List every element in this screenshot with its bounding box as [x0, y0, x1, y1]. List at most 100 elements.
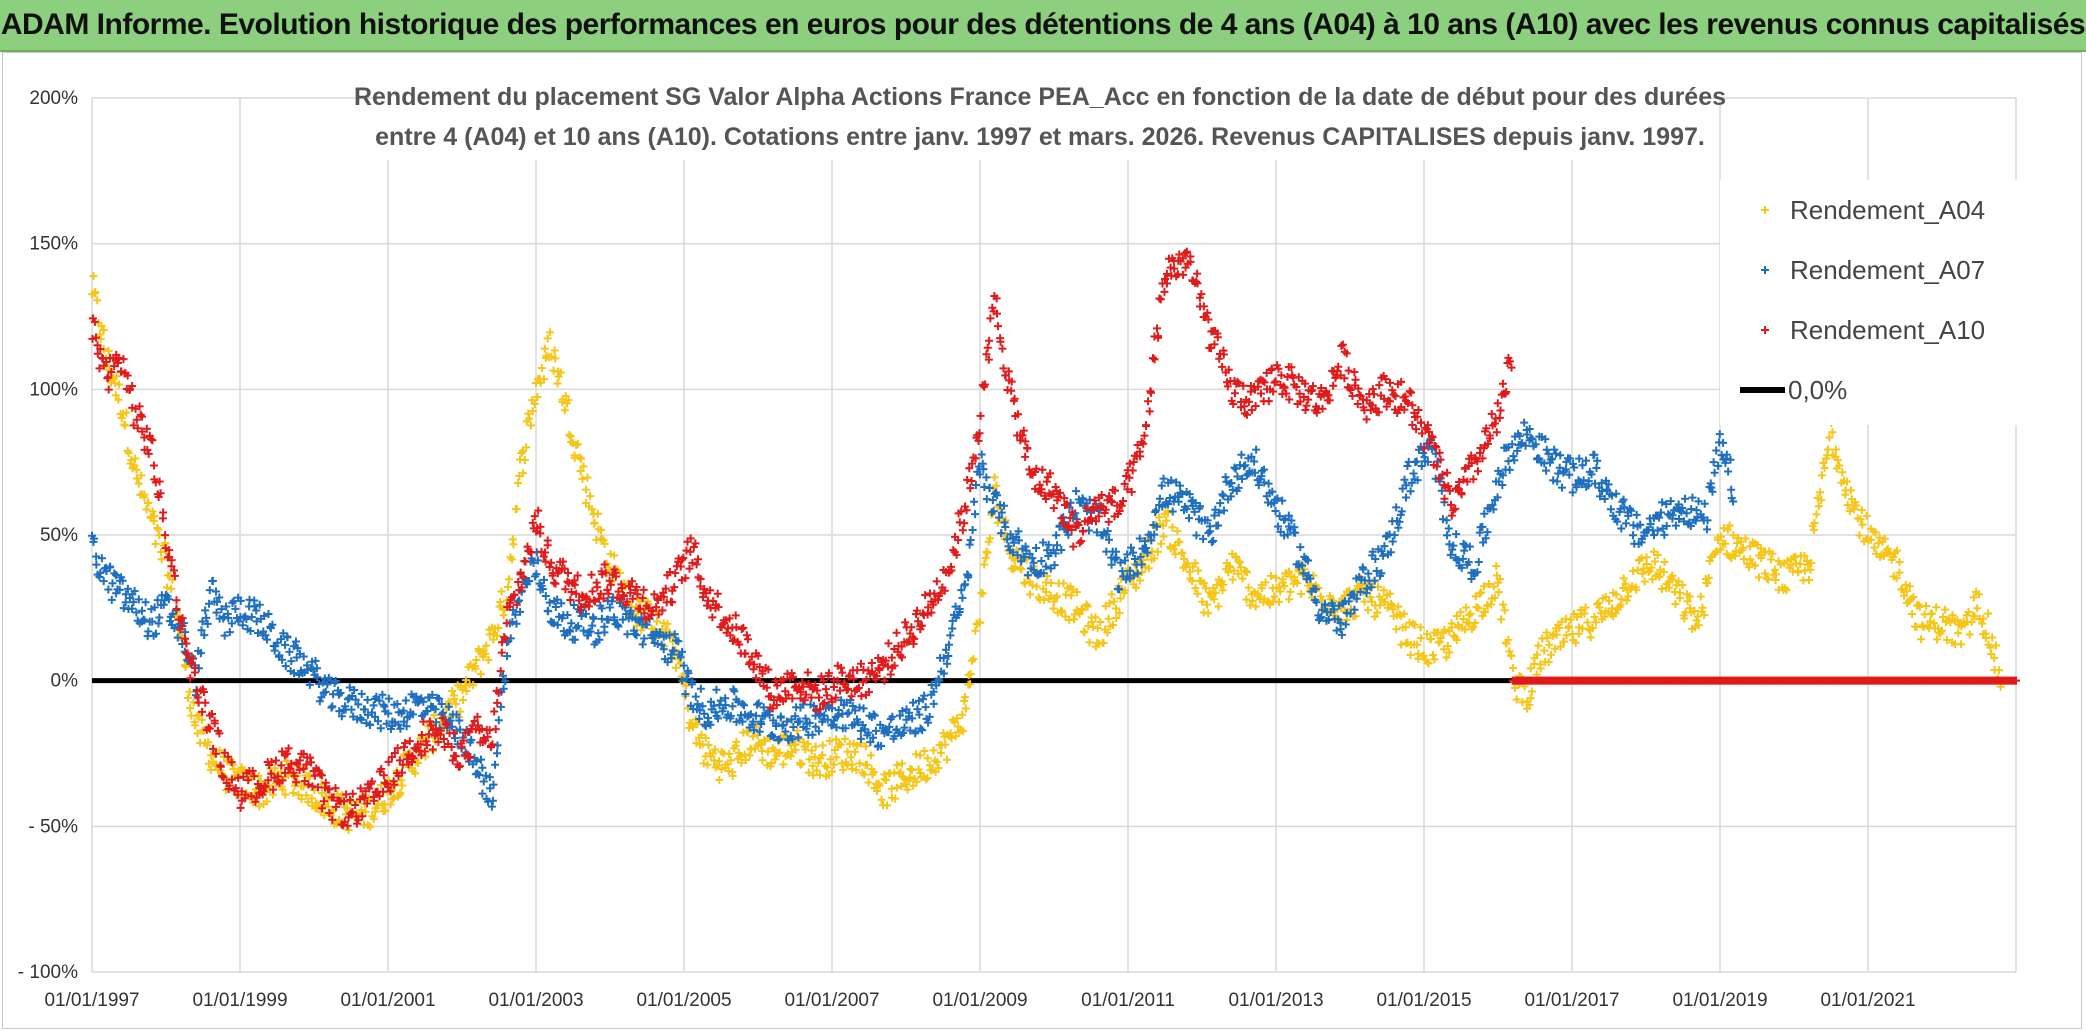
data-point-A04	[1978, 619, 1987, 628]
data-point-A04	[1572, 612, 1581, 621]
data-point-A04	[1475, 589, 1484, 598]
data-point-A07	[924, 718, 933, 727]
data-point-A10	[692, 560, 701, 569]
data-point-A07	[1039, 538, 1048, 547]
data-point-A10	[149, 461, 158, 470]
data-point-A07	[357, 689, 366, 698]
data-point-A07	[929, 699, 938, 708]
data-point-A07	[738, 717, 747, 726]
data-point-A07	[738, 699, 747, 708]
data-point-A07	[1237, 450, 1246, 459]
data-point-A07	[212, 587, 221, 596]
data-point-A04	[150, 512, 159, 521]
data-point-A07	[268, 620, 277, 629]
data-point-A10	[1386, 378, 1395, 387]
data-point-A07	[236, 596, 245, 605]
data-point-A04	[875, 781, 884, 790]
data-point-A04	[131, 454, 140, 463]
data-point-A04	[1159, 521, 1168, 530]
data-point-A04	[1104, 614, 1113, 623]
data-point-A04	[1017, 565, 1026, 574]
data-point-A04	[808, 761, 817, 770]
data-point-A07	[1299, 569, 1308, 578]
data-point-A04	[1932, 603, 1941, 612]
data-point-A07	[250, 602, 259, 611]
data-point-A10	[983, 343, 992, 352]
x-tick-label: 01/01/2001	[340, 990, 435, 1011]
data-point-A07	[336, 688, 345, 697]
data-point-A07	[394, 720, 403, 729]
data-point-A07	[1557, 483, 1566, 492]
data-point-A04	[1685, 592, 1694, 601]
data-point-A07	[354, 700, 363, 709]
data-point-A04	[1191, 584, 1200, 593]
data-point-A10	[1142, 421, 1150, 430]
data-point-A07	[678, 676, 687, 685]
data-point-A04	[1716, 545, 1725, 554]
data-point-A10	[551, 579, 560, 588]
data-point-A04	[1857, 506, 1866, 515]
data-point-A07	[781, 727, 790, 736]
data-point-A07	[698, 702, 707, 711]
data-point-A04	[1723, 525, 1732, 534]
data-point-A04	[1173, 527, 1182, 536]
data-point-A07	[283, 633, 292, 642]
data-point-A07	[539, 575, 548, 584]
data-point-A04	[127, 456, 136, 465]
data-point-A10	[907, 623, 916, 632]
data-point-A07	[1461, 541, 1470, 550]
data-point-A04	[1871, 528, 1880, 537]
data-point-A04	[1500, 606, 1509, 615]
data-point-A07	[888, 712, 897, 721]
data-point-A04	[1471, 618, 1480, 627]
data-point-A07	[1306, 574, 1315, 583]
data-point-A04	[1105, 599, 1114, 608]
data-point-A07	[809, 701, 818, 710]
data-point-A07	[1692, 506, 1701, 515]
data-point-A07	[1337, 630, 1346, 639]
data-point-A04	[893, 761, 902, 770]
data-point-A04	[386, 800, 395, 809]
data-point-A04	[91, 288, 100, 297]
data-point-A07	[512, 619, 521, 628]
data-point-A04	[887, 784, 896, 793]
data-point-A07	[1175, 481, 1184, 490]
data-point-A04	[703, 760, 712, 769]
data-point-A04	[1214, 602, 1223, 611]
data-point-A10	[1150, 355, 1159, 364]
data-point-A07	[137, 606, 146, 615]
data-point-A07	[553, 595, 562, 604]
data-point-A07	[450, 734, 459, 743]
data-point-A04	[482, 641, 491, 650]
data-point-A07	[1057, 545, 1066, 554]
data-point-A04	[1757, 554, 1766, 563]
data-point-A04	[726, 756, 735, 765]
data-point-A07	[1715, 430, 1724, 439]
data-point-A04	[1937, 626, 1946, 635]
data-point-A04	[1806, 565, 1815, 574]
data-point-A07	[551, 602, 560, 611]
data-point-A07	[313, 673, 322, 682]
data-point-A04	[1566, 615, 1575, 624]
data-point-A04	[497, 587, 506, 596]
data-point-A07	[363, 710, 372, 719]
data-point-A04	[1183, 559, 1192, 568]
data-point-A07	[1388, 537, 1397, 546]
data-point-A07	[688, 677, 697, 686]
data-point-A07	[920, 691, 929, 700]
data-point-A07	[1121, 556, 1130, 565]
data-point-A07	[1215, 508, 1224, 517]
data-point-A04	[1817, 496, 1826, 505]
y-tick-label: 150%	[29, 234, 78, 255]
data-point-A04	[344, 826, 353, 835]
data-point-A07	[579, 626, 588, 635]
data-point-A07	[1264, 479, 1273, 488]
data-point-A07	[129, 598, 138, 607]
data-point-A07	[343, 695, 352, 704]
data-point-A04	[881, 776, 890, 785]
data-point-A04	[1261, 578, 1270, 587]
data-point-A04	[1526, 694, 1535, 703]
data-point-A07	[529, 558, 538, 567]
data-point-A07	[1520, 418, 1529, 427]
data-point-A07	[472, 757, 481, 766]
